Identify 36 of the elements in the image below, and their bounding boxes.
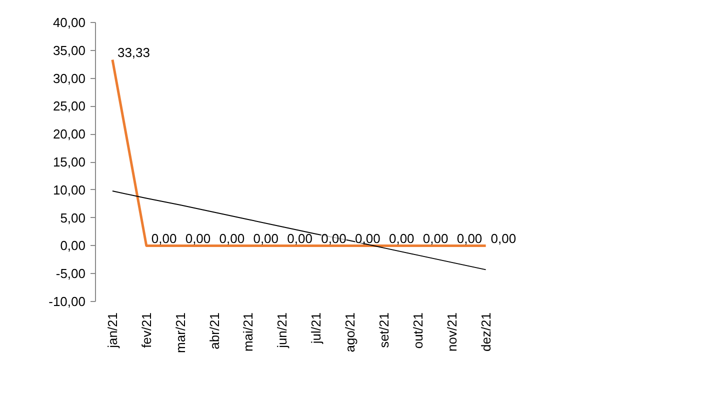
data-label: 0,00: [219, 231, 245, 246]
data-label: 0,00: [355, 231, 380, 246]
data-label: 0,00: [490, 231, 516, 246]
x-tick-label: fev/21: [138, 312, 154, 348]
y-tick-label: -5,00: [56, 266, 86, 282]
data-label: 0,00: [321, 231, 346, 246]
y-tick-label: 30,00: [52, 70, 86, 86]
y-tick-label: 40,00: [52, 15, 86, 30]
y-tick-label: 15,00: [52, 154, 86, 170]
data-label: 0,00: [287, 231, 312, 246]
y-tick-label: -10,00: [48, 294, 86, 309]
x-tick-label: out/21: [410, 312, 426, 349]
y-tick-label: 10,00: [52, 182, 86, 198]
x-tick-label: jan/21: [104, 312, 120, 349]
x-tick-label: ago/21: [342, 312, 358, 352]
x-tick-label: abr/21: [206, 312, 222, 350]
x-tick-label: jul/21: [308, 312, 324, 345]
x-tick-label: mar/21: [172, 312, 188, 353]
data-label: 33,33: [117, 45, 150, 60]
data-label: 0,00: [388, 231, 414, 246]
x-tick-label: nov/21: [444, 312, 460, 352]
x-tick-label: dez/21: [478, 312, 494, 352]
line-series: [112, 190, 486, 270]
x-tick-label: set/21: [376, 312, 392, 348]
data-label: 0,00: [151, 231, 177, 246]
y-tick-label: 0,00: [60, 238, 86, 254]
y-tick-label: 20,00: [52, 126, 86, 142]
y-tick-label: 35,00: [52, 42, 86, 58]
x-tick-label: jun/21: [274, 312, 290, 349]
data-label: 0,00: [456, 231, 482, 246]
y-tick-label: 25,00: [52, 98, 86, 114]
x-tick-label: mai/21: [240, 312, 256, 352]
data-label: 0,00: [185, 231, 211, 246]
y-tick-label: 5,00: [60, 210, 86, 226]
data-label: 0,00: [253, 231, 279, 246]
data-label: 0,00: [422, 231, 448, 246]
